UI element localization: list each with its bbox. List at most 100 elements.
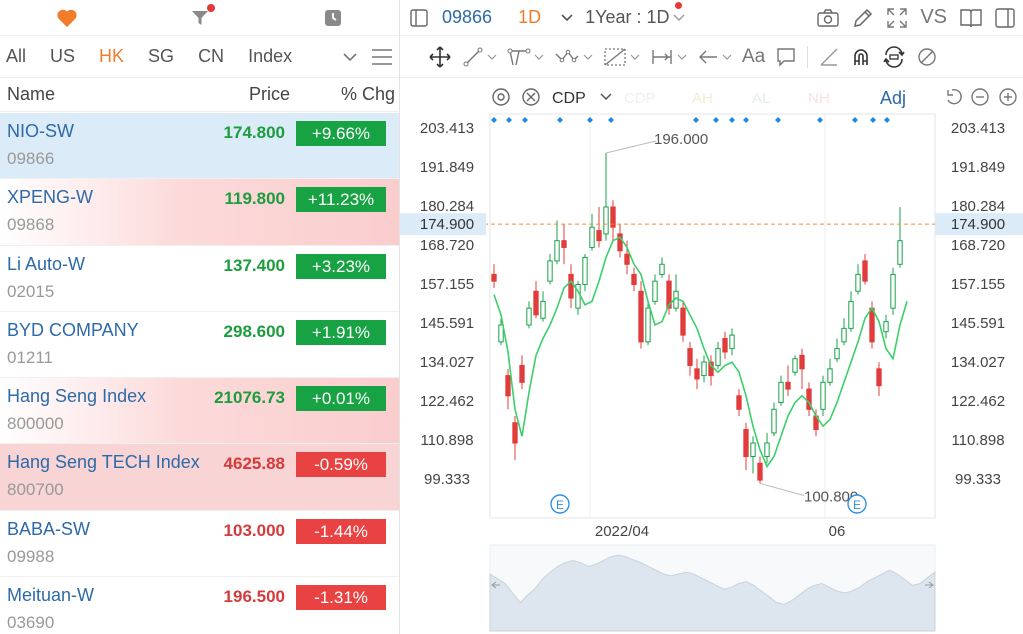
settings-icon[interactable]	[492, 88, 510, 106]
comment-icon[interactable]	[775, 46, 797, 68]
candle-body[interactable]	[554, 240, 560, 262]
price-chart[interactable]: CDP CDP AH AL NH Adj 203.413 203.413 191.849 191.…	[400, 78, 1023, 634]
candle-body[interactable]	[750, 442, 756, 458]
arrow-tool[interactable]	[697, 46, 732, 68]
candle-body[interactable]	[764, 442, 770, 458]
adjust-button[interactable]: Adj	[880, 88, 906, 108]
candle-body[interactable]	[631, 273, 637, 286]
camera-icon[interactable]	[816, 8, 840, 28]
event-marker-dot[interactable]	[522, 117, 528, 123]
range-label[interactable]: 1Year : 1D	[585, 7, 670, 27]
list-item[interactable]: Meituan-W 03690 196.500 -1.31%	[0, 577, 399, 634]
candle-body[interactable]	[596, 230, 602, 242]
undo-icon[interactable]	[947, 88, 962, 105]
symbol-code[interactable]: 09866	[442, 7, 493, 27]
trend-line-tool[interactable]	[462, 46, 497, 68]
menu-icon[interactable]	[371, 48, 393, 66]
candle-body[interactable]	[834, 348, 840, 360]
ruler-icon[interactable]	[818, 46, 840, 68]
header-name[interactable]: Name	[7, 84, 56, 104]
sync-icon[interactable]	[882, 45, 906, 68]
candle-body[interactable]	[876, 368, 882, 387]
indicator-selector[interactable]: CDP	[552, 90, 586, 107]
earnings-event-marker[interactable]	[550, 494, 570, 514]
candle-body[interactable]	[729, 334, 735, 350]
list-item[interactable]: Hang Seng TECH Index 800700 4625.88 -0.59%	[0, 444, 399, 511]
candle-body[interactable]	[708, 361, 714, 377]
header-price[interactable]: Price	[248, 84, 290, 104]
event-marker-dot[interactable]	[713, 117, 719, 123]
list-item[interactable]: BYD COMPANY 01211 298.600 +1.91%	[0, 312, 399, 379]
event-marker-dot[interactable]	[729, 117, 735, 123]
filter-tab[interactable]	[133, 0, 266, 36]
list-item[interactable]: NIO-SW 09866 174.800 +9.66%	[0, 113, 399, 180]
event-marker-dot[interactable]	[587, 117, 593, 123]
candle-body[interactable]	[869, 307, 875, 343]
candle-body[interactable]	[792, 358, 798, 373]
candle-body[interactable]	[883, 321, 889, 333]
zoom-out-icon[interactable]	[971, 88, 989, 106]
candle-body[interactable]	[505, 375, 511, 397]
fibonacci-tool[interactable]	[603, 46, 640, 68]
close-icon[interactable]	[522, 88, 540, 106]
tab-us[interactable]: US	[50, 46, 76, 66]
candle-body[interactable]	[722, 337, 728, 353]
chevron-down-icon[interactable]	[600, 93, 612, 101]
candle-body[interactable]	[533, 290, 539, 316]
text-tool[interactable]: Aa	[742, 45, 766, 67]
candle-body[interactable]	[603, 206, 609, 235]
candle-body[interactable]	[701, 361, 707, 377]
sidebar-toggle-icon[interactable]	[410, 8, 428, 27]
hide-drawings-icon[interactable]	[916, 46, 938, 68]
event-marker-dot[interactable]	[506, 117, 512, 123]
history-tab[interactable]	[266, 0, 399, 36]
candle-body[interactable]	[680, 307, 686, 336]
candle-body[interactable]	[624, 253, 630, 265]
candle-body[interactable]	[666, 280, 672, 309]
list-item[interactable]: BABA-SW 09988 103.000 -1.44%	[0, 511, 399, 578]
candle-body[interactable]	[897, 240, 903, 265]
event-marker-dot[interactable]	[852, 117, 858, 123]
candle-body[interactable]	[659, 263, 665, 275]
list-item[interactable]: Hang Seng Index 800000 21076.73 +0.01%	[0, 378, 399, 445]
zoom-in-icon[interactable]	[999, 88, 1017, 106]
event-marker-dot[interactable]	[775, 117, 781, 123]
event-marker-dot[interactable]	[817, 117, 823, 123]
side-panel-icon[interactable]	[995, 7, 1015, 28]
candle-body[interactable]	[498, 324, 504, 343]
event-marker-dot[interactable]	[870, 117, 876, 123]
candle-body[interactable]	[694, 368, 700, 380]
candle-body[interactable]	[561, 240, 567, 248]
tab-cn[interactable]: CN	[198, 46, 225, 66]
navigator-right-handle-icon[interactable]	[925, 581, 934, 589]
magnet-icon[interactable]	[850, 46, 872, 68]
chevron-down-icon[interactable]	[343, 52, 357, 62]
candle-body[interactable]	[848, 300, 854, 329]
list-item[interactable]: XPENG-W 09868 119.800 +11.23%	[0, 179, 399, 246]
fullscreen-icon[interactable]	[886, 7, 908, 29]
channel-tool[interactable]	[507, 46, 544, 68]
candle-body[interactable]	[855, 273, 861, 292]
event-marker-dot[interactable]	[491, 117, 497, 123]
candle-body[interactable]	[736, 395, 742, 410]
interval-chevron-icon[interactable]	[561, 13, 573, 22]
tab-sg[interactable]: SG	[148, 46, 175, 66]
candle-body[interactable]	[610, 206, 616, 228]
earnings-event-marker[interactable]	[847, 494, 867, 514]
navigator-left-handle-icon[interactable]	[491, 581, 500, 589]
candle-body[interactable]	[778, 381, 784, 404]
event-marker-dot[interactable]	[693, 117, 699, 123]
event-marker-dot[interactable]	[557, 117, 563, 123]
candle-body[interactable]	[645, 307, 651, 343]
candle-body[interactable]	[890, 273, 896, 309]
candle-body[interactable]	[771, 408, 777, 434]
candle-body[interactable]	[715, 348, 721, 366]
candle-body[interactable]	[547, 260, 553, 282]
candle-body[interactable]	[743, 429, 749, 458]
book-icon[interactable]	[959, 7, 983, 29]
header-change[interactable]: % Chg	[340, 84, 395, 104]
candle-body[interactable]	[638, 290, 644, 343]
candle-body[interactable]	[785, 381, 791, 390]
candle-body[interactable]	[582, 257, 588, 286]
candle-body[interactable]	[757, 462, 763, 481]
